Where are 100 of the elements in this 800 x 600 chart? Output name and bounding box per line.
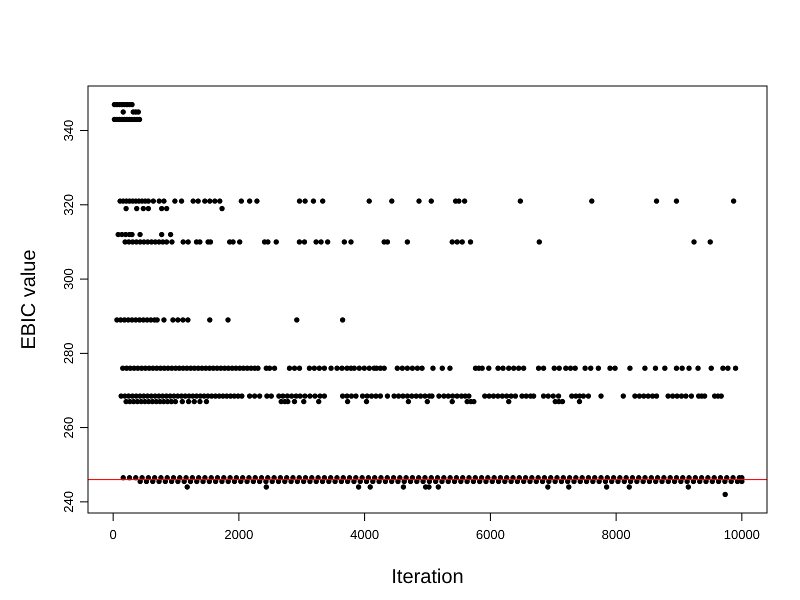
point (217, 198, 222, 204)
point (604, 484, 610, 490)
y-tick-label: 340 (61, 120, 76, 142)
point (364, 398, 370, 404)
point (301, 398, 306, 404)
x-tick-label: 10000 (724, 527, 760, 542)
x-tick-label: 0 (110, 527, 117, 542)
point (172, 198, 178, 204)
y-tick-label: 300 (61, 268, 76, 290)
point (416, 198, 422, 204)
point (161, 198, 167, 204)
point (400, 484, 406, 490)
point (545, 484, 551, 490)
point (340, 317, 346, 323)
point (406, 398, 412, 404)
point (436, 484, 442, 490)
point (460, 239, 465, 245)
y-tick-label: 260 (61, 416, 76, 438)
point (302, 239, 308, 245)
x-tick-label: 2000 (224, 527, 254, 542)
point (219, 206, 225, 212)
point (197, 398, 203, 404)
point (202, 198, 208, 204)
point (316, 398, 322, 404)
point (158, 232, 164, 238)
point (313, 239, 319, 245)
point (722, 492, 728, 498)
x-axis-title: Iteration (391, 566, 464, 588)
point (195, 198, 201, 204)
point (158, 206, 164, 212)
point (292, 398, 298, 404)
point (185, 239, 191, 245)
point (238, 198, 244, 204)
point (450, 398, 455, 404)
point (674, 198, 680, 204)
point (320, 198, 326, 204)
point (454, 239, 460, 245)
point (207, 198, 212, 204)
point (626, 484, 632, 490)
point (294, 317, 300, 323)
point (264, 484, 269, 490)
point (254, 198, 260, 204)
point (237, 239, 242, 245)
point (164, 206, 170, 212)
y-tick-label: 280 (61, 342, 76, 364)
point (184, 484, 190, 490)
point (708, 239, 713, 245)
point (366, 198, 372, 204)
point (654, 198, 660, 204)
point (450, 239, 455, 245)
point (192, 398, 197, 404)
point (212, 198, 218, 204)
point (180, 317, 186, 323)
point (225, 317, 231, 323)
point (190, 198, 196, 204)
point (310, 198, 316, 204)
point (123, 206, 129, 212)
point (691, 239, 697, 245)
x-tick-label: 6000 (476, 527, 505, 542)
point (186, 398, 192, 404)
point (506, 398, 512, 404)
point (344, 398, 350, 404)
point (428, 198, 434, 204)
point (348, 239, 354, 245)
point (246, 198, 252, 204)
point (318, 239, 324, 245)
point (170, 317, 176, 323)
point (302, 198, 308, 204)
point (424, 398, 430, 404)
point (120, 109, 126, 115)
point (462, 198, 468, 204)
point (178, 198, 184, 204)
point (389, 198, 394, 204)
point (207, 317, 212, 323)
point (134, 206, 140, 212)
point (576, 398, 582, 404)
point (342, 239, 348, 245)
point (180, 398, 186, 404)
x-tick-label: 4000 (350, 527, 380, 542)
point (137, 232, 143, 238)
point (156, 198, 162, 204)
point (180, 239, 186, 245)
point (589, 198, 594, 204)
point (566, 484, 572, 490)
y-axis-title: EBIC value (18, 249, 40, 350)
point (730, 198, 736, 204)
point (146, 206, 152, 212)
point (518, 198, 524, 204)
point (172, 398, 178, 404)
point (468, 239, 474, 245)
point (356, 484, 362, 490)
point (168, 232, 174, 238)
x-tick-label: 8000 (602, 527, 631, 542)
y-tick-label: 240 (61, 491, 76, 513)
point (150, 198, 156, 204)
point (140, 206, 146, 212)
point (204, 398, 210, 404)
point (169, 239, 175, 245)
point (368, 484, 373, 490)
point (686, 484, 692, 490)
